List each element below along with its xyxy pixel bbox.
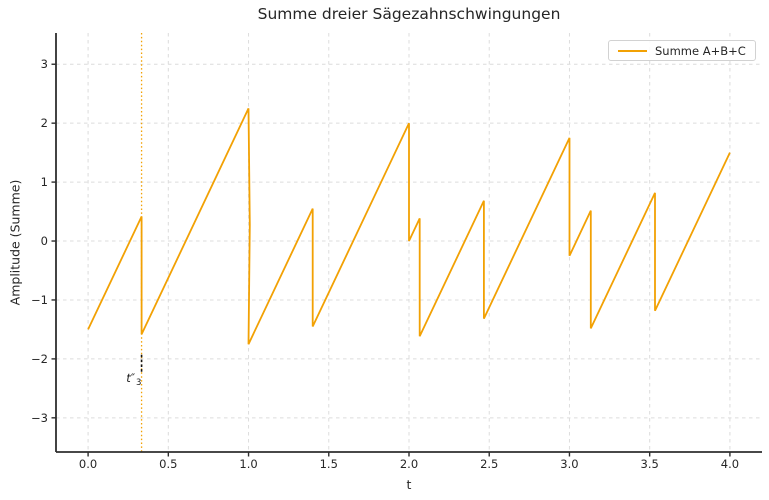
x-tick-label: 2.5 [480, 457, 499, 471]
annotation-main: t″ [126, 370, 136, 385]
annotation-sub: 3 [136, 377, 142, 388]
y-tick-label: 2 [40, 116, 48, 131]
y-tick-label: 0 [40, 234, 48, 249]
x-tick-label: 0.5 [159, 457, 178, 471]
y-tick-label: 3 [40, 57, 48, 72]
x-tick-label: 1.0 [239, 457, 258, 471]
y-axis-label: Amplitude (Summe) [7, 179, 23, 306]
x-axis-label: t [406, 477, 412, 492]
chart-title: Summe dreier Sägezahnschwingungen [257, 5, 561, 23]
y-tick-label: 1 [40, 175, 48, 190]
x-tick-label: 3.5 [640, 457, 659, 471]
legend: Summe A+B+C [608, 40, 756, 61]
x-tick-label: 0.0 [78, 457, 98, 471]
x-tick-label: 3.0 [560, 457, 579, 471]
annotation-t3: t″3 [126, 370, 142, 388]
legend-label: Summe A+B+C [655, 43, 746, 58]
series-summe-abc-line [87, 108, 731, 345]
x-tick-label: 1.5 [319, 457, 338, 471]
y-tick-label: −3 [31, 410, 48, 425]
y-tick-label: −2 [31, 351, 48, 366]
y-tick-label: −1 [31, 292, 48, 307]
x-tick-label: 2.0 [399, 457, 419, 471]
x-tick-label: 4.0 [720, 457, 740, 471]
legend-line-sample [618, 49, 647, 52]
